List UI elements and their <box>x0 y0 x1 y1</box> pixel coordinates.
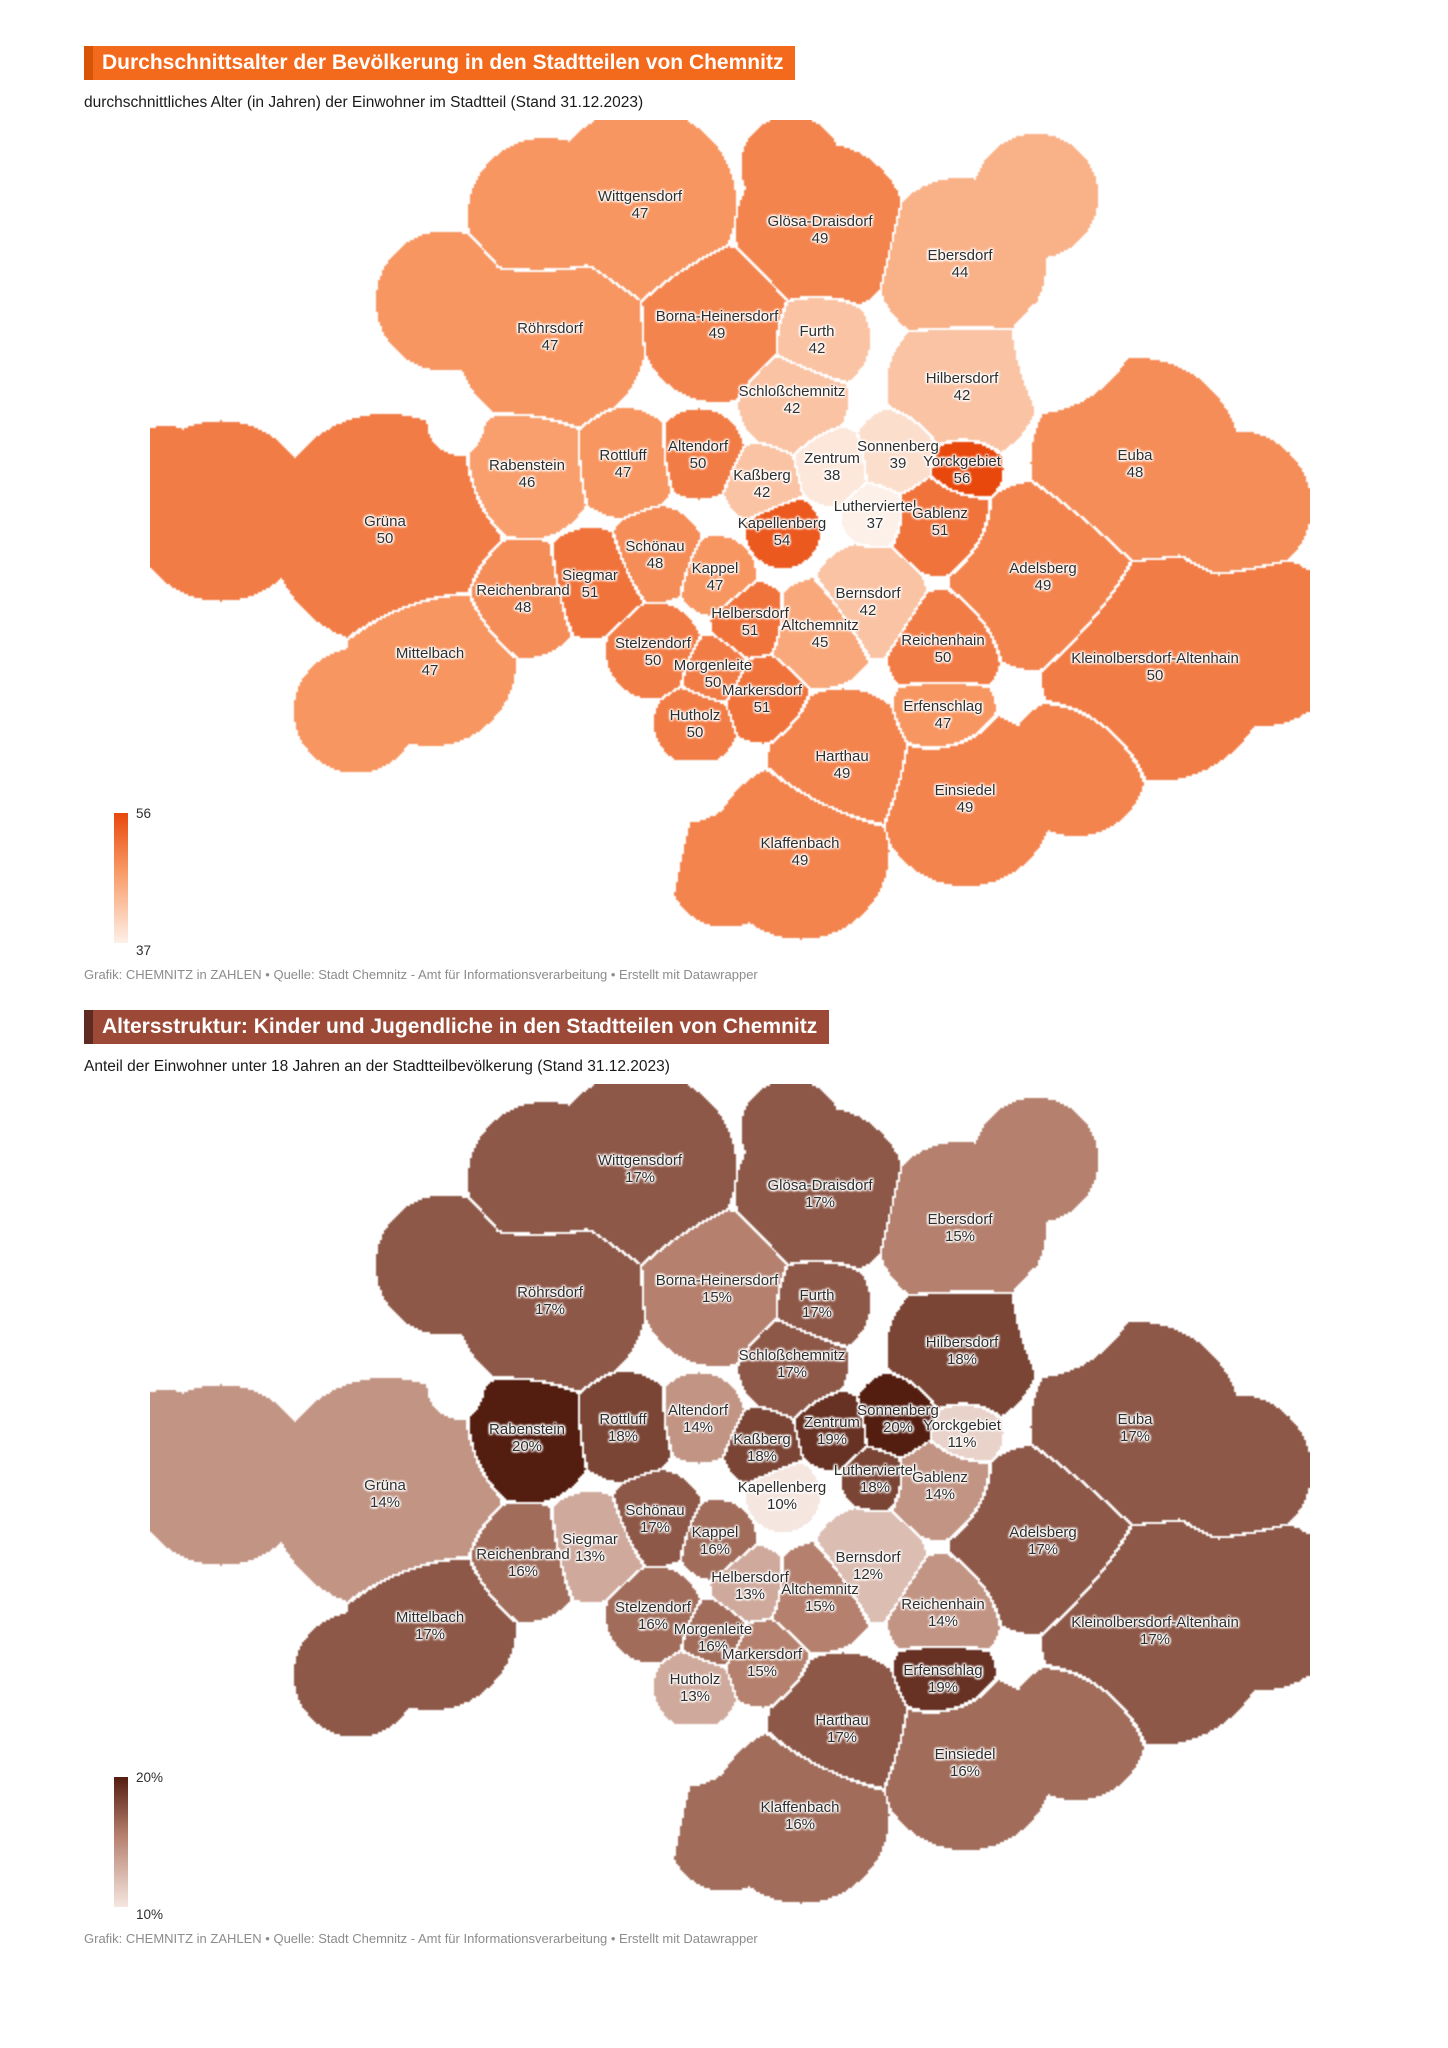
map2-wrap: Wittgensdorf 17% Glösa-Draisdorf 17% Ebersdo… <box>84 1084 1368 1929</box>
legend-max-value: 56 <box>136 806 152 822</box>
map2-title-bar: Altersstruktur: Kinder und Jugendliche i… <box>84 1010 830 1045</box>
map1-wrap: Wittgensdorf 47 Glösa-Draisdorf 49 Ebersdorf… <box>84 120 1368 965</box>
map-section-under-18: Altersstruktur: Kinder und Jugendliche i… <box>84 1010 1368 1946</box>
legend-min-value: 10% <box>136 1907 164 1923</box>
map1-title: Durchschnittsalter der Bevölkerung in de… <box>102 51 784 74</box>
legend-min-value: 37 <box>136 943 152 959</box>
map1-title-bar: Durchschnittsalter der Bevölkerung in de… <box>84 46 796 81</box>
map2-legend: 20% 10% <box>114 1770 204 1930</box>
map2-legend-gradient <box>114 1777 128 1908</box>
map2-title: Altersstruktur: Kinder und Jugendliche i… <box>102 1015 818 1039</box>
map1-legend: 56 37 <box>114 806 204 966</box>
map2-subtitle: Anteil der Einwohner unter 18 Jahren an … <box>84 1058 670 1076</box>
choropleth-map-average-age[interactable] <box>150 120 1310 961</box>
map1-legend-gradient <box>114 813 128 944</box>
map1-source-footer: Grafik: CHEMNITZ in ZAHLEN • Quelle: Sta… <box>84 967 758 983</box>
map2-source-footer: Grafik: CHEMNITZ in ZAHLEN • Quelle: Sta… <box>84 1931 758 1947</box>
legend-max-value: 20% <box>136 1770 164 1786</box>
choropleth-map-under-18-share[interactable] <box>150 1084 1310 1925</box>
map1-subtitle: durchschnittliches Alter (in Jahren) der… <box>84 94 644 112</box>
map-section-average-age: Durchschnittsalter der Bevölkerung in de… <box>84 46 1368 982</box>
